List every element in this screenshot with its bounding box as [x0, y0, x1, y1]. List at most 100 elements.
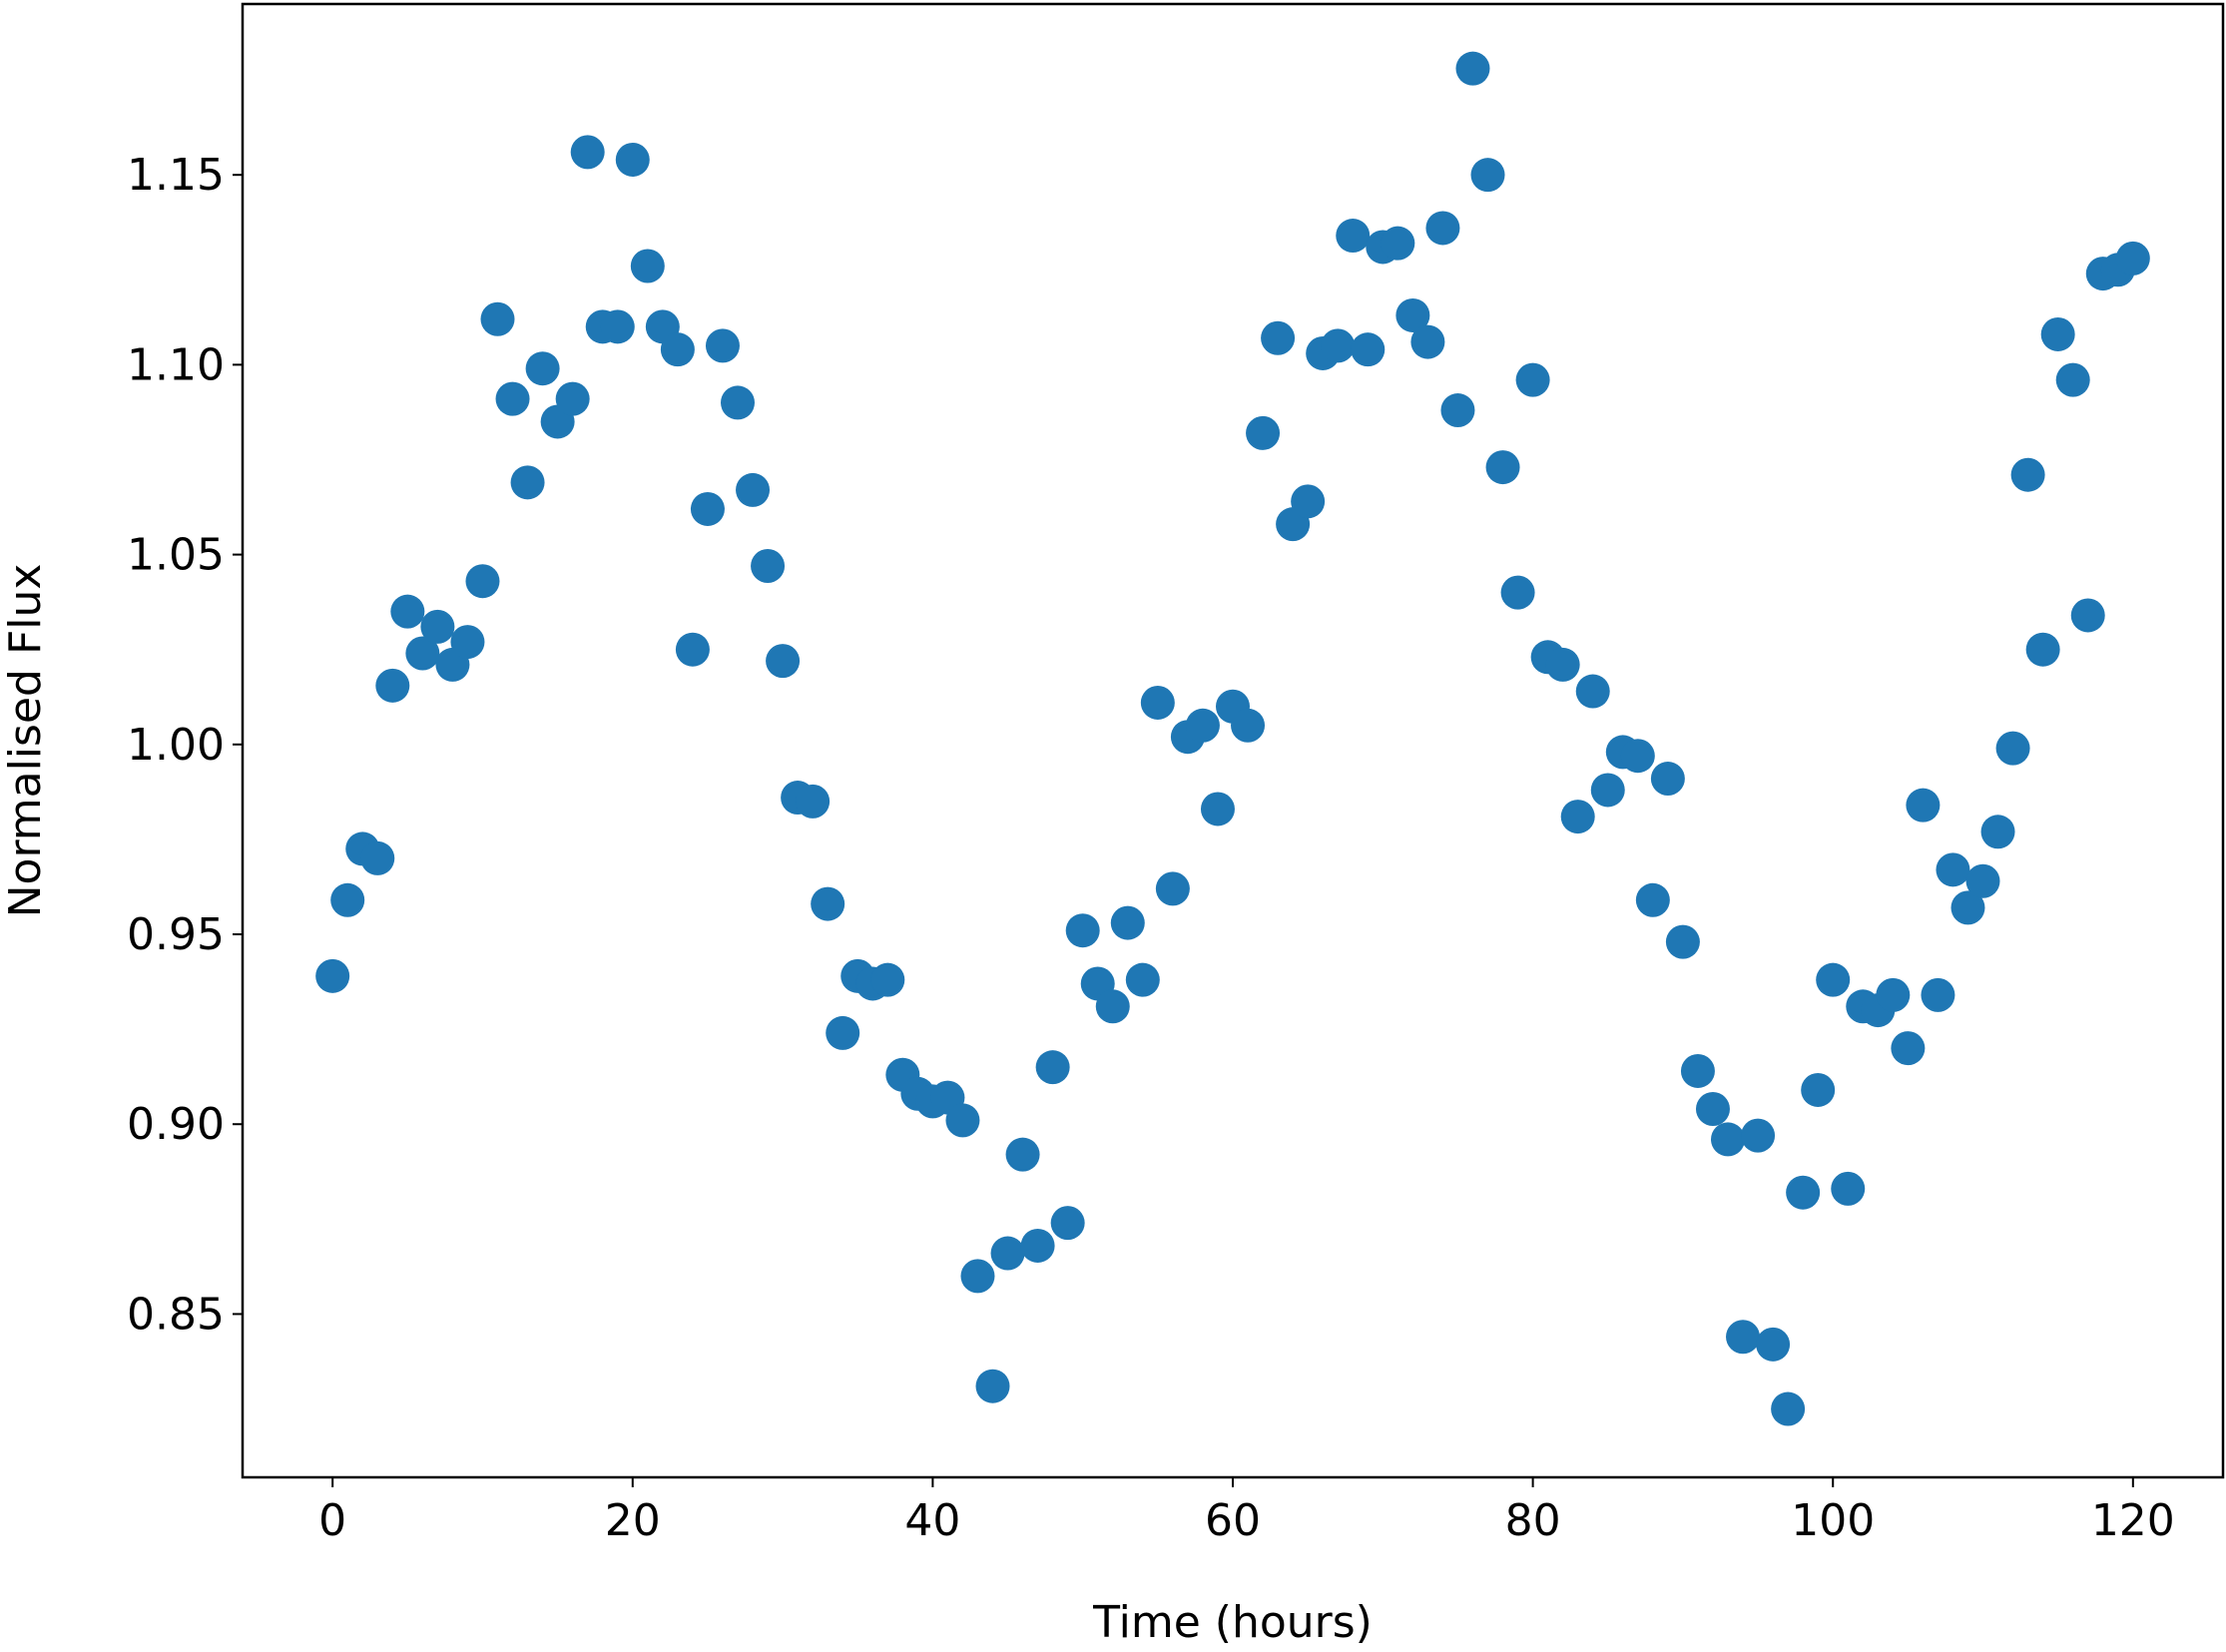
x-tick-label: 20 [605, 1495, 661, 1546]
point [1756, 1327, 1791, 1362]
point [1876, 977, 1911, 1012]
y-axis-label: Normalised Flux [0, 564, 51, 918]
point [1936, 852, 1970, 887]
point [1500, 575, 1535, 610]
point [945, 1103, 980, 1138]
point [1470, 158, 1505, 193]
x-axis-label: Time (hours) [1092, 1597, 1373, 1648]
point [1336, 219, 1371, 254]
y-tick-label: 1.00 [127, 720, 225, 771]
y-tick-label: 0.90 [127, 1099, 225, 1150]
point [1831, 1171, 1866, 1206]
point [1801, 1072, 1836, 1107]
point [1680, 1053, 1715, 1088]
point [1381, 226, 1415, 261]
point [1321, 328, 1356, 363]
point [2010, 457, 2045, 492]
point [960, 1259, 995, 1294]
point [2025, 632, 2060, 667]
point [570, 135, 605, 170]
point [1140, 685, 1175, 720]
x-tick-label: 0 [318, 1495, 346, 1546]
point [1095, 989, 1130, 1024]
y-tick-label: 1.10 [127, 339, 225, 390]
point [525, 351, 560, 386]
point [1246, 415, 1281, 450]
point [330, 882, 365, 917]
point [1965, 863, 2000, 898]
point [990, 1236, 1025, 1271]
plot-frame [241, 2, 2225, 1479]
point [630, 249, 665, 283]
point [1816, 962, 1851, 997]
point [1711, 1122, 1745, 1157]
point [766, 644, 801, 679]
point [796, 784, 831, 819]
point [2070, 598, 2105, 633]
point [1560, 800, 1595, 834]
point [1741, 1118, 1776, 1153]
point [705, 328, 740, 363]
point [480, 301, 515, 336]
x-tick-label: 60 [1205, 1495, 1261, 1546]
point [360, 840, 395, 875]
point [1786, 1175, 1821, 1210]
point [495, 381, 530, 416]
point [615, 142, 650, 177]
point [450, 625, 485, 660]
point [1185, 708, 1220, 743]
point [1035, 1050, 1070, 1085]
y-tick-label: 0.85 [127, 1289, 225, 1340]
point [975, 1369, 1010, 1403]
point [1455, 51, 1490, 86]
point [1545, 647, 1580, 682]
point [1155, 871, 1190, 906]
point [1665, 924, 1700, 959]
point [1200, 792, 1235, 826]
x-tick-label: 100 [1791, 1495, 1875, 1546]
y-tick-label: 1.05 [127, 530, 225, 581]
point [660, 332, 695, 367]
point [1425, 211, 1460, 246]
point [1891, 1031, 1926, 1066]
point [1065, 913, 1100, 948]
point [465, 564, 500, 599]
point [315, 958, 350, 993]
point [1620, 739, 1655, 774]
point [2055, 362, 2090, 397]
point [2040, 316, 2075, 351]
point [1906, 788, 1941, 823]
x-tick-label: 80 [1505, 1495, 1561, 1546]
y-tick-label: 1.15 [127, 150, 225, 201]
point [751, 549, 786, 584]
point [721, 385, 755, 420]
point [1650, 762, 1685, 797]
point [600, 309, 635, 344]
point [510, 465, 545, 500]
point [1635, 882, 1670, 917]
point [1485, 450, 1520, 485]
point [870, 962, 905, 997]
point [1410, 324, 1445, 359]
point [1231, 708, 1266, 743]
point [555, 381, 590, 416]
point [1125, 962, 1160, 997]
point [1590, 773, 1625, 808]
point [1050, 1206, 1085, 1241]
point [826, 1015, 860, 1050]
point [405, 636, 440, 671]
point [1110, 905, 1145, 940]
point [1575, 674, 1610, 709]
point [1950, 890, 1985, 925]
x-tick-label: 40 [904, 1495, 960, 1546]
point [1695, 1092, 1730, 1126]
point [690, 491, 725, 526]
point [1726, 1320, 1761, 1355]
point [1921, 977, 1955, 1012]
point [1980, 815, 2015, 849]
point [1440, 393, 1475, 428]
point [1261, 320, 1296, 355]
point [2115, 241, 2150, 275]
x-tick-label: 120 [2091, 1495, 2175, 1546]
